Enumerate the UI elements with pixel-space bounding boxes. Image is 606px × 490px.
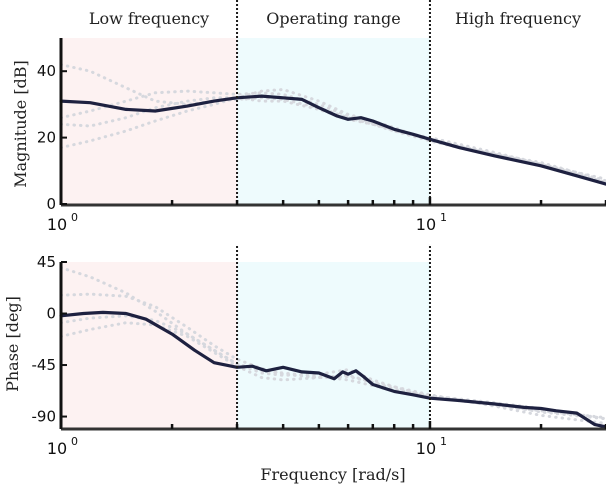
perturbed-response-line: [59, 292, 606, 421]
x-tick-label: 10: [416, 439, 436, 458]
x-tick-label: 10: [47, 439, 67, 458]
x-tick-exponent: 1: [440, 211, 447, 224]
region-label: Operating range: [266, 9, 400, 28]
y-tick-label: 20: [37, 129, 56, 147]
region-band: [61, 262, 238, 428]
perturbed-response-line: [59, 321, 606, 425]
y-tick-label: -45: [32, 356, 57, 374]
phase-axes: 45 0 -45 -90 10 0 10 1: [32, 246, 606, 458]
nominal-response-line: [59, 310, 606, 429]
magnitude-series: [59, 63, 606, 186]
x-tick-label: 10: [47, 215, 67, 234]
x-tick-exponent: 0: [71, 435, 78, 448]
magnitude-region-labels: Low frequency Operating range High frequen…: [89, 9, 581, 28]
nominal-response-line: [59, 94, 606, 186]
y-tick-label: 45: [37, 253, 56, 271]
y-tick-label: -90: [32, 408, 57, 426]
x-tick-exponent: 1: [440, 435, 447, 448]
x-tick-label: 10: [416, 215, 436, 234]
region-band: [237, 38, 430, 204]
region-band: [61, 38, 238, 204]
phase-panel: 45 0 -45 -90 10 0 10 1 Phase [deg]: [3, 246, 606, 458]
magnitude-axes: 0 20 40 10 0 10 1: [37, 0, 606, 234]
y-tick-label: 40: [37, 62, 56, 80]
magnitude-regions: [61, 38, 606, 204]
phase-series: [59, 266, 606, 429]
region-band: [429, 262, 606, 428]
x-tick-exponent: 0: [71, 211, 78, 224]
y-tick-label: 0: [46, 305, 56, 323]
magnitude-panel: 0 20 40 10 0 10 1 Low frequency Operating range…: [11, 0, 606, 234]
region-label: High frequency: [455, 9, 581, 28]
phase-regions: [61, 262, 606, 428]
x-axis-label: Frequency [rad/s]: [260, 465, 405, 484]
phase-axis-label: Phase [deg]: [3, 296, 22, 392]
region-band: [237, 262, 430, 428]
region-label: Low frequency: [89, 9, 209, 28]
region-band: [429, 38, 606, 204]
y-tick-label: 0: [46, 195, 56, 213]
magnitude-axis-label: Magnitude [dB]: [11, 60, 30, 188]
